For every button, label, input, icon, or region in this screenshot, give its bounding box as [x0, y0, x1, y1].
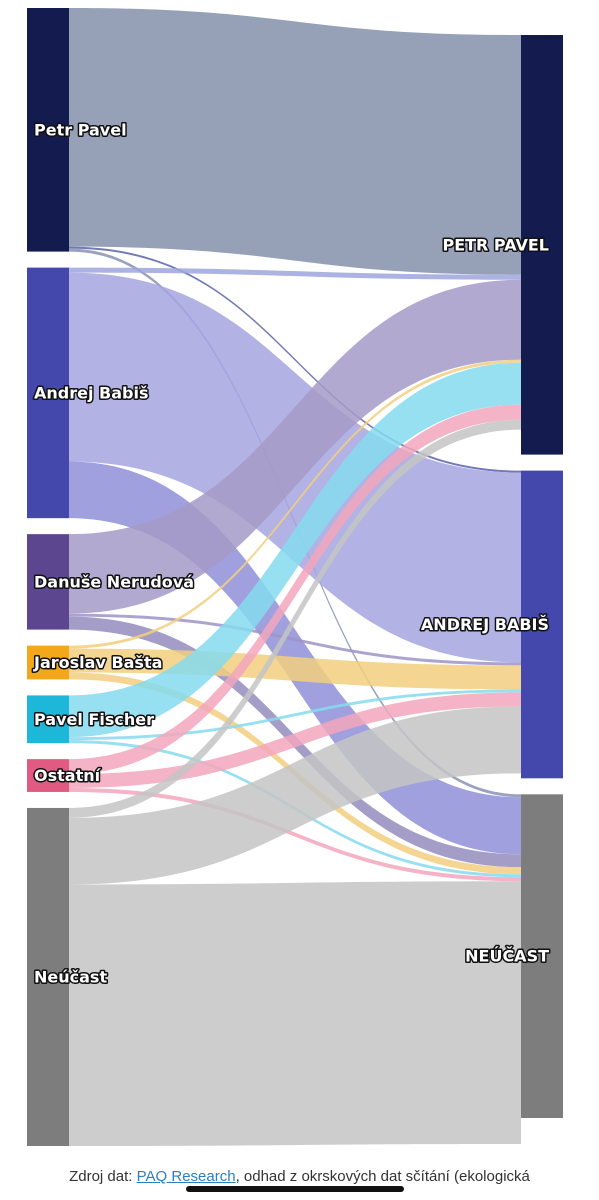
left-node-ostatni[interactable]: [27, 759, 69, 792]
right-node-label-andrej-babis: ANDREJ BABIŠ: [421, 615, 549, 634]
left-node-jaroslav-basta[interactable]: [27, 645, 69, 680]
left-node-label-ostatni: Ostatní: [34, 766, 102, 785]
flow-neucast-to-neucast[interactable]: [69, 881, 521, 1146]
flow-neucast-to-andrej-babis[interactable]: [69, 706, 521, 885]
nodes-layer: [27, 8, 563, 1146]
flow-andrej-babis-to-petr-pavel[interactable]: [69, 267, 521, 280]
labels-layer: Petr Pavel Andrej Babiš Danuše Nerudová Jar…: [32, 119, 551, 988]
flow-danuse-nerudova-to-andrej-babis[interactable]: [69, 613, 521, 666]
flow-ostatni-to-andrej-babis[interactable]: [69, 692, 521, 788]
right-node-andrej-babis[interactable]: [521, 470, 563, 779]
flow-pavel-fischer-to-andrej-babis[interactable]: [69, 689, 521, 741]
flow-danuse-nerudova-to-petr-pavel[interactable]: [69, 279, 521, 614]
left-node-label-andrej-babis: Andrej Babiš: [34, 383, 148, 402]
right-node-neucast[interactable]: [521, 794, 563, 1118]
flow-pavel-fischer-to-petr-pavel[interactable]: [69, 362, 521, 738]
source-link[interactable]: PAQ Research: [136, 1168, 236, 1185]
source-suffix: , odhad z okrskových dat sčítání (ekolog…: [235, 1168, 530, 1185]
flow-jaroslav-basta-to-petr-pavel[interactable]: [69, 359, 521, 649]
flow-petr-pavel-to-andrej-babis[interactable]: [69, 246, 521, 473]
flows-layer: [69, 8, 521, 1146]
flow-ostatni-to-petr-pavel[interactable]: [69, 404, 521, 775]
flow-ostatni-to-neucast[interactable]: [69, 787, 521, 882]
right-node-petr-pavel[interactable]: [521, 35, 563, 455]
left-node-danuse-nerudova[interactable]: [27, 534, 69, 630]
flow-neucast-to-petr-pavel[interactable]: [69, 419, 521, 818]
left-node-petr-pavel[interactable]: [27, 8, 69, 252]
left-node-label-neucast: Neúčast: [34, 967, 107, 986]
flow-petr-pavel-to-petr-pavel[interactable]: [69, 8, 521, 275]
left-node-label-danuse-nerudova: Danuše Nerudová: [34, 572, 194, 591]
left-node-neucast[interactable]: [27, 807, 69, 1146]
left-node-andrej-babis[interactable]: [27, 267, 69, 519]
left-node-label-jaroslav-basta: Jaroslav Bašta: [33, 653, 162, 672]
data-source-note: Zdroj dat: PAQ Research, odhad z okrskov…: [0, 1168, 599, 1185]
left-node-pavel-fischer[interactable]: [27, 695, 69, 744]
flow-jaroslav-basta-to-andrej-babis[interactable]: [69, 648, 521, 690]
source-prefix: Zdroj dat:: [69, 1168, 137, 1185]
left-node-label-pavel-fischer: Pavel Fischer: [34, 710, 154, 729]
right-node-label-petr-pavel: PETR PAVEL: [442, 235, 549, 254]
home-indicator[interactable]: [186, 1186, 404, 1192]
left-node-label-petr-pavel: Petr Pavel: [34, 120, 127, 139]
right-node-label-neucast: NEÚČAST: [465, 947, 549, 966]
